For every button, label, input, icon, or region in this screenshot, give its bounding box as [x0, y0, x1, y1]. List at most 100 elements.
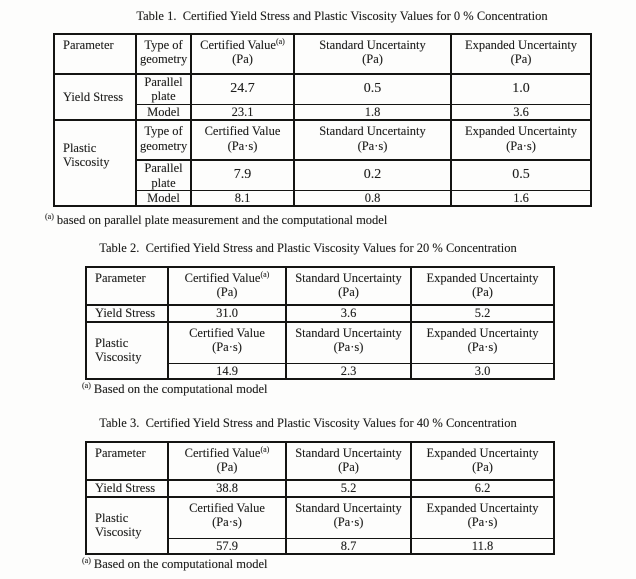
header-unit: (Pa)	[216, 460, 238, 475]
header-unit: (Pa·s)	[467, 515, 498, 530]
table1-footnote: (a) based on parallel plate measurement a…	[45, 212, 387, 228]
header-unit: (Pa·s)	[467, 340, 498, 355]
header-text: Expanded Uncertainty	[426, 326, 539, 340]
footnote-text: Based on the computational model	[93, 382, 268, 397]
header-cell-parameter: Parameter	[85, 441, 169, 481]
table-row-header: Parameter Type of geometry Certified Val…	[53, 33, 592, 75]
header-cell-geometry: Type of geometry	[135, 33, 192, 75]
header-cell-parameter: Parameter	[85, 266, 169, 306]
table3-footnote: (a) Based on the computational model	[82, 556, 267, 572]
table-row-plastic-values: 14.9 2.3 3.0	[86, 362, 555, 380]
footnote-marker: (a)	[82, 556, 91, 565]
subheader-cell-standard-uncertainty: Standard Uncertainty (Pa·s)	[285, 321, 412, 364]
header-unit: (Pa·s)	[227, 138, 258, 153]
header-unit: (Pa)	[510, 52, 532, 67]
header-line: Certified Value(a)	[172, 270, 282, 285]
table2-20-percent-concentration: Parameter Certified Value(a) (Pa) Standa…	[85, 266, 555, 380]
header-text: Expanded Uncertainty	[464, 38, 578, 52]
table-row-plastic-subheader: Plastic Viscosity Type of geometry Certi…	[53, 119, 592, 208]
cell-standard-uncertainty: 2.3	[285, 362, 412, 380]
subheader-cell-certified-value: Certified Value (Pa·s)	[167, 496, 287, 539]
subheader-cell-standard-uncertainty: Standard Uncertainty (Pa·s)	[293, 119, 452, 162]
cell-expanded-uncertainty: 3.0	[410, 362, 555, 380]
header-cell-certified-value: Certified Value(a) (Pa)	[190, 33, 295, 75]
cell-standard-uncertainty: 8.7	[285, 537, 412, 555]
header-text: Certified Value	[189, 326, 265, 340]
cell-certified-value: 8.1	[190, 189, 295, 208]
header-cell-certified-value: Certified Value(a) (Pa)	[167, 441, 287, 481]
footnote-marker: (a)	[45, 212, 54, 221]
header-text: Certified Value	[184, 446, 261, 460]
cell-standard-uncertainty: 0.8	[293, 189, 452, 208]
row-label-yield-stress: Yield Stress	[85, 304, 169, 323]
cell-certified-value: 38.8	[167, 479, 287, 498]
cell-expanded-uncertainty: 6.2	[410, 479, 555, 498]
header-unit: (Pa·s)	[357, 138, 388, 153]
subheader-cell-expanded-uncertainty: Expanded Uncertainty (Pa·s)	[410, 496, 555, 539]
table-row-plastic-subheader: Plastic Viscosity Certified Value (Pa·s)…	[85, 321, 555, 380]
table-row-yield-model: Model 23.1 1.8 3.6	[54, 103, 592, 122]
footnote-text: Based on the computational model	[93, 557, 268, 572]
footnote-marker: (a)	[260, 444, 270, 454]
header-text: Standard Uncertainty	[319, 38, 426, 52]
cell-standard-uncertainty: 3.6	[285, 304, 412, 323]
header-unit: (Pa)	[338, 285, 359, 300]
cell-expanded-uncertainty: 1.0	[450, 72, 592, 105]
header-cell-parameter: Parameter	[53, 33, 137, 75]
header-text: Certified Value	[200, 38, 276, 52]
header-unit: (Pa)	[338, 460, 359, 475]
cell-expanded-uncertainty: 11.8	[410, 537, 555, 555]
header-cell-standard-uncertainty: Standard Uncertainty (Pa)	[285, 266, 412, 306]
cell-certified-value: 23.1	[190, 103, 295, 122]
header-text: Expanded Uncertainty	[426, 271, 539, 285]
header-unit: (Pa·s)	[333, 515, 364, 530]
header-cell-expanded-uncertainty: Expanded Uncertainty (Pa)	[450, 33, 592, 75]
cell-certified-value: 57.9	[167, 537, 287, 555]
subheader-cell-expanded-uncertainty: Expanded Uncertainty (Pa·s)	[410, 321, 555, 364]
header-unit: (Pa·s)	[212, 340, 242, 355]
table-row-yield: Yield Stress 38.8 5.2 6.2	[85, 479, 555, 498]
footnote-marker: (a)	[275, 36, 285, 46]
cell-expanded-uncertainty: 1.6	[450, 189, 592, 208]
cell-geometry: Parallel plate	[135, 72, 192, 105]
cell-expanded-uncertainty: 3.6	[450, 103, 592, 122]
header-unit: (Pa·s)	[333, 340, 364, 355]
header-unit: (Pa)	[232, 52, 253, 67]
table2-title: Table 2. Certified Yield Stress and Plas…	[99, 241, 517, 255]
table-row-header: Parameter Certified Value(a) (Pa) Standa…	[85, 266, 555, 306]
table2-footnote: (a) Based on the computational model	[82, 381, 267, 397]
header-unit: (Pa)	[472, 285, 493, 300]
row-label-plastic-viscosity: Plastic Viscosity	[85, 321, 169, 380]
footnote-text: based on parallel plate measurement and …	[56, 213, 388, 228]
header-unit: (Pa·s)	[212, 515, 242, 530]
row-label-yield-stress: Yield Stress	[85, 479, 169, 498]
table-row-yield-parallel: Yield Stress Parallel plate 24.7 0.5 1.0	[53, 72, 592, 122]
header-unit: (Pa)	[216, 285, 238, 300]
subheader-cell-geometry: Type of geometry	[135, 119, 192, 162]
header-cell-expanded-uncertainty: Expanded Uncertainty (Pa)	[410, 266, 555, 306]
header-text: Standard Uncertainty	[295, 501, 402, 515]
table-row-plastic-model: Model 8.1 0.8 1.6	[54, 189, 592, 208]
cell-certified-value: 14.9	[167, 362, 287, 380]
cell-certified-value: 31.0	[167, 304, 287, 323]
cell-certified-value: 24.7	[190, 72, 295, 105]
cell-geometry: Parallel plate	[135, 159, 192, 191]
header-text: Certified Value	[189, 501, 265, 515]
header-unit: (Pa)	[362, 52, 383, 67]
header-text: Expanded Uncertainty	[426, 501, 539, 515]
table1-title: Table 1. Certified Yield Stress and Plas…	[136, 9, 548, 23]
table1-0-percent-concentration: Parameter Type of geometry Certified Val…	[53, 33, 592, 208]
header-cell-standard-uncertainty: Standard Uncertainty (Pa)	[285, 441, 412, 481]
cell-standard-uncertainty: 0.2	[293, 159, 452, 191]
cell-standard-uncertainty: 0.5	[293, 72, 452, 105]
header-text: Standard Uncertainty	[295, 446, 402, 460]
cell-standard-uncertainty: 1.8	[293, 103, 452, 122]
table-row-plastic-subheader: Plastic Viscosity Certified Value (Pa·s)…	[85, 496, 555, 555]
subheader-cell-expanded-uncertainty: Expanded Uncertainty (Pa·s)	[450, 119, 592, 162]
table-row-header: Parameter Certified Value(a) (Pa) Standa…	[85, 441, 555, 481]
table3-title: Table 3. Certified Yield Stress and Plas…	[99, 416, 517, 430]
subheader-cell-certified-value: Certified Value (Pa·s)	[190, 119, 295, 162]
table-row-plastic-values: 57.9 8.7 11.8	[86, 537, 555, 555]
header-cell-certified-value: Certified Value(a) (Pa)	[167, 266, 287, 306]
